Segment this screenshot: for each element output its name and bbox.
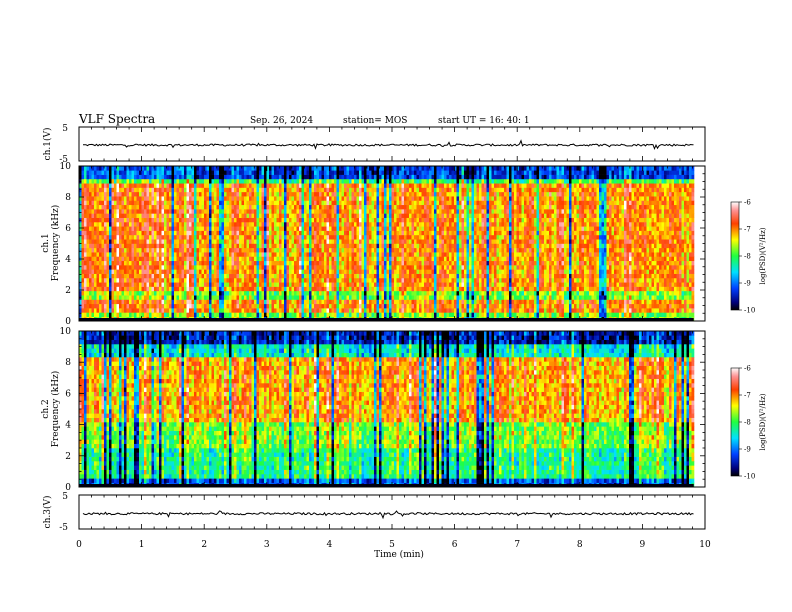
- colorbar-tick-label: -6: [744, 365, 751, 373]
- ch2-spectrogram-ytick-label: 8: [65, 358, 71, 368]
- ch1-spectrogram-ytick-label: 10: [60, 162, 72, 172]
- ch2-spectrogram-ytick-label: 6: [65, 389, 71, 399]
- time-tick-label: 2: [201, 540, 207, 550]
- time-tick-label: 3: [264, 540, 270, 550]
- time-axis-label: Time (min): [374, 549, 424, 560]
- time-axis-tick-labels: 0 1 2 3 4 5 6 7 8 9 10: [76, 540, 711, 550]
- colorbar-tick-label: -8: [744, 253, 751, 261]
- ch2-spectrogram-ytick-label: 4: [65, 421, 71, 431]
- colorbar-tick-label: -7: [744, 226, 751, 234]
- time-tick-label: 9: [640, 540, 646, 550]
- ch1-spectrogram-panel: 0 2 4 6 8 10 ch.1 Frequency (kHz) -6 -7 -8 -9 -10…: [41, 162, 767, 327]
- start-time-label: start UT = 16: 40: 1: [438, 116, 530, 126]
- ch1-spectrogram-ytick-label: 6: [65, 224, 71, 234]
- ch1-ytick-bottom: -5: [59, 155, 68, 165]
- ch1-ylabel: ch.1(V): [42, 128, 53, 161]
- figure-title: VLF Spectra: [78, 112, 155, 126]
- ch1-spectrogram-ytick-label: 8: [65, 193, 71, 203]
- ch1-colorbar-label: log(PSD)(V²/Hz): [759, 227, 767, 284]
- ch2-spectrogram-ylabel: Frequency (kHz): [50, 371, 61, 448]
- ch3-ytick-bottom: -5: [59, 523, 68, 533]
- ch3-x-ticks: [78, 495, 706, 529]
- ch3-ylabel: ch.3(V): [42, 496, 53, 529]
- ch1-spectrogram-yticks: 0 2 4 6 8 10: [60, 162, 705, 327]
- station-label: station= MOS: [343, 116, 407, 126]
- ch2-spectrogram-image: [79, 331, 705, 488]
- time-tick-label: 10: [699, 540, 711, 550]
- time-tick-label: 8: [577, 540, 583, 550]
- time-tick-label: 1: [139, 540, 145, 550]
- ch2-spectrogram-channel-label: ch.2: [41, 399, 51, 418]
- time-tick-label: 0: [76, 540, 82, 550]
- ch1-spectrogram-ytick-label: 4: [65, 255, 71, 265]
- colorbar-tick-label: -9: [744, 446, 751, 454]
- time-tick-label: 6: [452, 540, 458, 550]
- ch2-spectrogram-ytick-label: 0: [65, 483, 71, 493]
- ch1-spectrogram-ylabel: Frequency (kHz): [50, 205, 61, 282]
- ch2-colorbar-label: log(PSD)(V²/Hz): [759, 393, 767, 450]
- ch1-waveform-panel: 5 -5 ch.1(V): [42, 124, 706, 165]
- colorbar-tick-label: -10: [744, 473, 755, 481]
- ch2-spectrogram-ytick-label: 2: [65, 452, 71, 462]
- ch2-spectrogram-yticks: 0 2 4 6 8 10: [60, 327, 705, 493]
- ch2-spectrogram-xticks: [78, 331, 706, 487]
- ch1-x-ticks: [78, 127, 706, 161]
- ch3-ytick-top: 5: [62, 492, 68, 502]
- colorbar-tick-label: -10: [744, 307, 755, 315]
- colorbar-tick-label: -7: [744, 392, 751, 400]
- colorbar-tick-label: -8: [744, 419, 751, 427]
- ch2-spectrogram-panel: 0 2 4 6 8 10 ch.2 Frequency (kHz) -6 -7 -8 -9 -10…: [41, 327, 767, 493]
- date-label: Sep. 26, 2024: [250, 116, 313, 126]
- ch3-waveform-line: [82, 510, 694, 520]
- colorbar-tick-label: -6: [744, 199, 751, 207]
- ch1-ytick-top: 5: [62, 124, 68, 134]
- ch3-waveform-panel: 5 -5 ch.3(V) 0 1 2 3 4 5 6 7 8 9 10 Time (min): [42, 492, 711, 560]
- ch1-spectrogram-xticks: [78, 166, 706, 321]
- ch1-waveform-line: [83, 139, 694, 151]
- colorbar-tick-label: -9: [744, 280, 751, 288]
- ch2-spectrogram-ytick-label: 10: [60, 327, 72, 337]
- ch1-spectrogram-ytick-label: 0: [65, 317, 71, 327]
- ch1-spectrogram-channel-label: ch.1: [41, 233, 51, 252]
- time-tick-label: 5: [389, 540, 395, 550]
- ch1-spectrogram-ytick-label: 2: [65, 286, 71, 296]
- ch1-spectrogram-image: [79, 166, 705, 322]
- ch2-colorbar: -6 -7 -8 -9 -10 log(PSD)(V²/Hz): [730, 365, 767, 481]
- time-tick-label: 4: [327, 540, 333, 550]
- ch1-colorbar: -6 -7 -8 -9 -10 log(PSD)(V²/Hz): [730, 199, 767, 315]
- time-tick-label: 7: [514, 540, 520, 550]
